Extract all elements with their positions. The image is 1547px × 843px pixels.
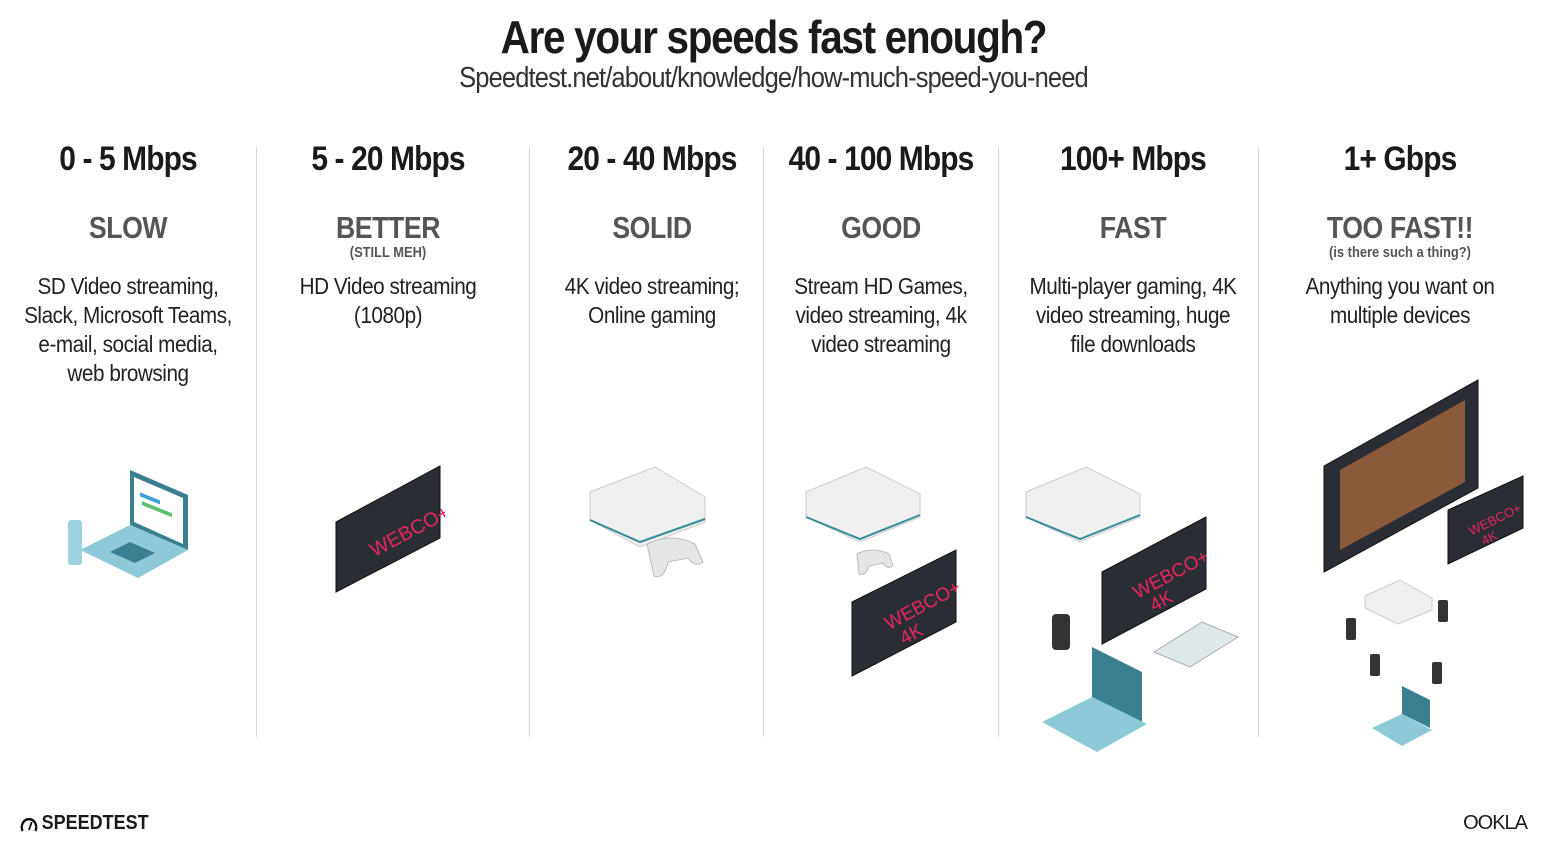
tier-note xyxy=(28,244,228,262)
divider xyxy=(256,147,257,737)
console-icon xyxy=(1364,579,1433,625)
controller-icon xyxy=(646,537,704,578)
page-subtitle-url: Speedtest.net/about/knowledge/how-much-s… xyxy=(459,62,1089,94)
tier-note: (STILL MEH) xyxy=(349,244,427,261)
speedtest-logo-text: SPEEDTEST xyxy=(41,812,149,834)
tv-4k-icon xyxy=(1101,516,1207,645)
divider xyxy=(998,147,999,737)
tier-description: HD Video streaming (1080p) xyxy=(299,273,477,328)
console-icon xyxy=(589,466,706,578)
gbps-devices-group: WEBCO+ 4K xyxy=(1323,379,1524,746)
tier-label: BETTER xyxy=(335,210,441,245)
phone-icon xyxy=(68,520,82,565)
tier-speed: 1+ Gbps xyxy=(1343,140,1458,178)
tier-label: SLOW xyxy=(88,210,168,245)
tier-label: TOO FAST!! xyxy=(1326,210,1474,245)
tv-4k-icon xyxy=(851,549,957,677)
tier-good: 40 - 100 Mbps GOOD Stream HD Games, vide… xyxy=(770,140,992,359)
gauge-icon xyxy=(20,817,38,832)
tier-slow: 0 - 5 Mbps SLOW SD Video streaming, Slac… xyxy=(12,140,244,388)
tier-label: FAST xyxy=(1099,210,1167,245)
divider xyxy=(1258,147,1259,737)
tier-speed: 20 - 40 Mbps xyxy=(567,140,737,178)
tier-note xyxy=(551,244,752,262)
phone-icon xyxy=(1370,654,1380,676)
tier-description: Multi-player gaming, 4K video streaming,… xyxy=(1029,273,1237,357)
tier-fast: 100+ Mbps FAST Multi-player gaming, 4K v… xyxy=(1010,140,1256,359)
tier-note: (is there such a thing?) xyxy=(1329,244,1471,261)
tier-description: 4K video streaming; Online gaming xyxy=(564,273,740,328)
divider xyxy=(529,147,530,737)
tv-icon: WEBCO+ xyxy=(335,465,445,593)
console-icon xyxy=(1152,621,1240,668)
tier-label: GOOD xyxy=(841,210,921,245)
tier-description: SD Video streaming, Slack, Microsoft Tea… xyxy=(24,273,232,386)
fast-devices-group: WEBCO+ 4K xyxy=(1025,466,1240,752)
tier-label: SOLID xyxy=(612,210,692,245)
tier-note xyxy=(786,244,977,262)
tier-speed: 100+ Mbps xyxy=(1060,140,1207,178)
tier-description: Anything you want on multiple devices xyxy=(1305,273,1495,328)
tier-better: 5 - 20 Mbps BETTER (STILL MEH) HD Video … xyxy=(268,140,508,330)
console-icon xyxy=(1025,466,1141,543)
console-icon xyxy=(805,466,921,543)
tier-speed: 0 - 5 Mbps xyxy=(59,140,197,178)
tier-speed: 5 - 20 Mbps xyxy=(311,140,465,178)
speedtest-logo: SPEEDTEST xyxy=(20,812,149,835)
tier-solid: 20 - 40 Mbps SOLID 4K video streaming; O… xyxy=(535,140,769,330)
laptop-icon xyxy=(1402,686,1430,728)
ookla-logo: OOKLA xyxy=(1463,812,1528,834)
controller-icon xyxy=(856,549,894,575)
laptop-icon xyxy=(68,470,188,578)
phone-icon xyxy=(1432,662,1442,684)
page-title: Are your speeds fast enough? xyxy=(500,11,1048,63)
tv-4k-icon xyxy=(1447,475,1524,565)
tier-note xyxy=(1027,244,1239,262)
svg-text:4K: 4K xyxy=(1479,527,1500,548)
tier-too-fast: 1+ Gbps TOO FAST!! (is there such a thin… xyxy=(1280,140,1520,330)
console-tv-group: WEBCO+ 4K xyxy=(805,466,965,677)
tier-description: Stream HD Games, video streaming, 4k vid… xyxy=(794,273,968,357)
phone-icon xyxy=(1052,614,1070,650)
phone-icon xyxy=(1438,600,1448,622)
tier-speed: 40 - 100 Mbps xyxy=(788,140,975,178)
divider xyxy=(763,147,764,737)
phone-icon xyxy=(1346,618,1356,640)
